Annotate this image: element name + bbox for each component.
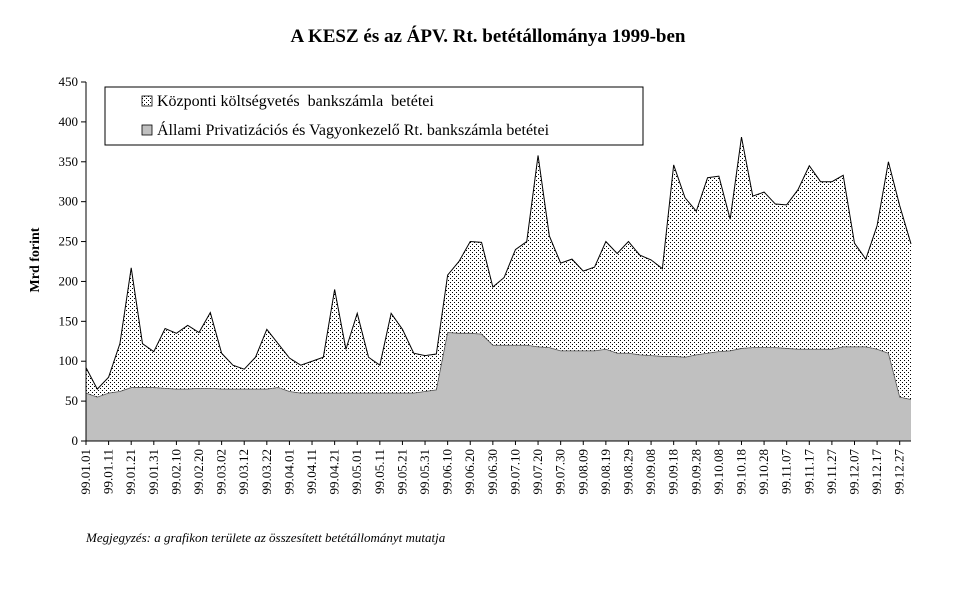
y-tick-label: 0 (72, 433, 79, 448)
y-tick-label: 100 (59, 353, 79, 368)
x-tick-label: 99.05.21 (394, 449, 409, 495)
x-tick-label: 99.04.11 (304, 449, 319, 494)
x-tick-label: 99.10.18 (733, 449, 748, 495)
x-tick-label: 99.03.22 (259, 449, 274, 495)
axes (85, 82, 911, 442)
legend-swatch-kozponti (141, 95, 153, 107)
y-tick-label: 150 (59, 313, 79, 328)
area-apv (86, 332, 911, 441)
x-axis: 99.01.01 99.01.11 99.01.21 99.01.31 99.02.10… (78, 441, 907, 495)
x-tick-label: 99.08.19 (598, 449, 613, 495)
x-tick-label: 99.11.07 (779, 449, 794, 495)
y-axis-label: Mrd forint (28, 227, 43, 292)
x-tick-label: 99.07.30 (553, 449, 568, 495)
x-tick-label: 99.07.10 (507, 449, 522, 495)
x-tick-label: 99.12.07 (846, 449, 861, 495)
x-tick-label: 99.05.01 (349, 449, 364, 495)
x-tick-label: 99.01.21 (123, 449, 138, 495)
legend-label-apv: Állami Privatizációs és Vagyonkezelő Rt.… (157, 120, 550, 139)
x-tick-label: 99.09.28 (688, 449, 703, 495)
x-tick-label: 99.09.08 (643, 449, 658, 495)
legend-label-kozponti: Központi költségvetés bankszámla betétei (157, 93, 434, 110)
y-tick-label: 400 (59, 114, 79, 129)
x-tick-label: 99.08.29 (620, 449, 635, 495)
legend-swatch-apv (141, 124, 153, 136)
x-tick-label: 99.02.10 (168, 449, 183, 495)
y-tick-label: 350 (59, 154, 79, 169)
x-tick-label: 99.06.10 (440, 449, 455, 495)
y-tick-label: 250 (59, 234, 79, 249)
x-tick-label: 99.06.20 (462, 449, 477, 495)
y-tick-label: 50 (65, 393, 78, 408)
x-tick-label: 99.10.08 (711, 449, 726, 495)
x-tick-label: 99.01.31 (146, 449, 161, 495)
x-tick-label: 99.03.12 (236, 449, 251, 495)
y-tick-label: 300 (59, 194, 79, 209)
x-tick-label: 99.09.18 (666, 449, 681, 495)
x-tick-label: 99.04.21 (327, 449, 342, 495)
x-tick-label: 99.02.20 (191, 449, 206, 495)
y-axis: 0 50 100 150 200 250 300 350 400 450 (59, 74, 86, 448)
area-kozponti (86, 137, 911, 400)
x-tick-label: 99.05.11 (372, 449, 387, 494)
x-tick-label: 99.10.28 (756, 449, 771, 495)
y-tick-label: 200 (59, 273, 79, 288)
x-tick-label: 99.11.27 (824, 449, 839, 495)
x-tick-label: 99.11.17 (801, 449, 816, 495)
legend: Központi költségvetés bankszámla betétei… (104, 86, 644, 146)
legend-box (104, 86, 644, 146)
chart-title: A KESZ és az ÁPV. Rt. betétállománya 199… (291, 25, 686, 47)
line-total (85, 136, 912, 390)
x-tick-label: 99.06.30 (485, 449, 500, 495)
x-tick-label: 99.01.01 (78, 449, 93, 495)
x-tick-label: 99.03.02 (214, 449, 229, 495)
x-tick-label: 99.08.09 (575, 449, 590, 495)
line-apv (85, 332, 912, 400)
x-tick-label: 99.05.31 (417, 449, 432, 495)
x-tick-label: 99.12.17 (869, 449, 884, 495)
x-tick-label: 99.12.27 (892, 449, 907, 495)
x-tick-label: 99.07.20 (530, 449, 545, 495)
plot-area (85, 136, 912, 441)
y-tick-label: 450 (59, 74, 79, 89)
x-tick-label: 99.01.11 (101, 449, 116, 494)
chart-note: Megjegyzés: a grafikon területe az össze… (85, 530, 446, 545)
x-tick-label: 99.04.01 (281, 449, 296, 495)
